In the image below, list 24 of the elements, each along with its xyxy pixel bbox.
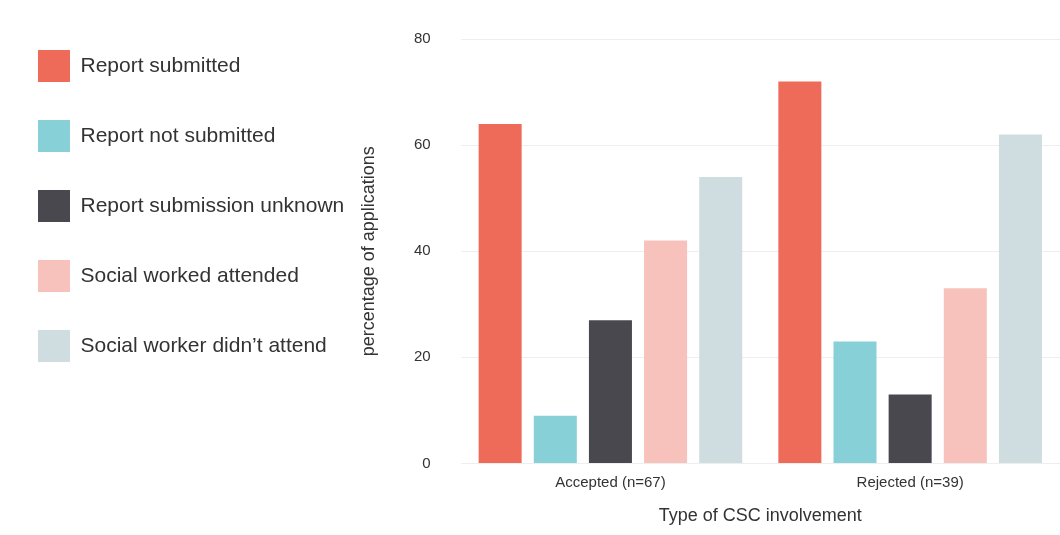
y-tick-label: 80 <box>413 29 431 47</box>
y-tick-label: 0 <box>422 453 431 471</box>
x-tick-label: Accepted (n=67) <box>555 472 666 490</box>
bar <box>998 134 1042 463</box>
bar <box>943 288 987 463</box>
bar <box>533 415 577 463</box>
bar <box>888 394 932 463</box>
bar <box>588 320 632 463</box>
x-axis-title: Type of CSC involvement <box>658 505 862 526</box>
y-axis-title: percentage of applications <box>358 146 379 357</box>
legend-label: Social worked attended <box>80 262 299 286</box>
y-tick-label: 40 <box>413 241 431 259</box>
x-tick-label: Rejected (n=39) <box>856 472 964 490</box>
bar <box>699 176 743 463</box>
legend-label: Social worker didn’t attend <box>80 332 327 356</box>
legend-label: Report submission unknown <box>80 192 345 216</box>
y-tick-label: 60 <box>413 135 431 153</box>
bar <box>778 81 822 463</box>
y-tick-label: 20 <box>413 347 431 365</box>
bar <box>833 341 877 463</box>
bar <box>478 123 522 463</box>
bar <box>644 240 688 463</box>
legend-label: Report submitted <box>80 52 241 76</box>
legend-label: Report not submitted <box>80 122 276 146</box>
